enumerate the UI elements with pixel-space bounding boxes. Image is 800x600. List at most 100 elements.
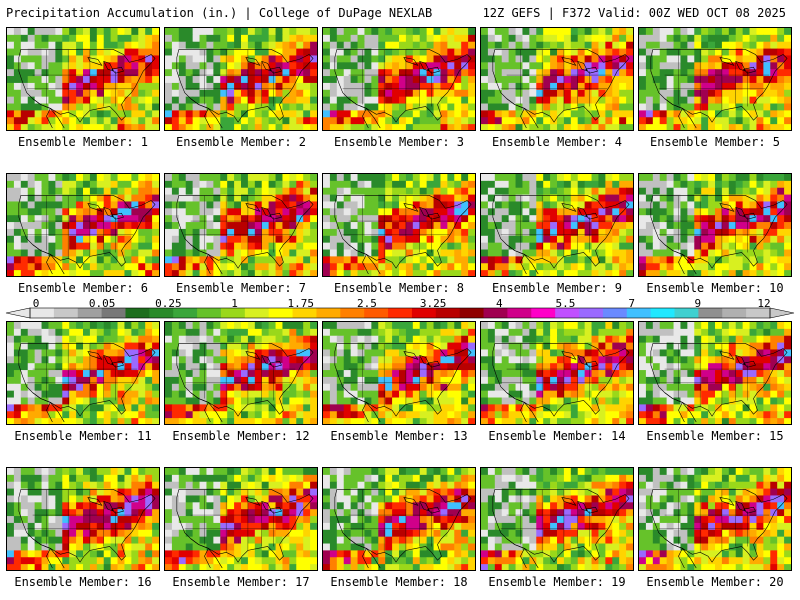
ensemble-member-caption: Ensemble Member: 8 <box>333 281 465 295</box>
colorbar-swatch <box>746 308 771 318</box>
colorbar-swatch <box>650 308 676 318</box>
ensemble-member-map <box>164 173 318 277</box>
precipitation-map <box>481 468 633 570</box>
precipitation-map <box>639 28 791 130</box>
colorbar-swatch <box>411 308 437 318</box>
ensemble-member-caption: Ensemble Member: 18 <box>330 575 468 589</box>
colorbar-swatch <box>483 308 508 318</box>
colorbar-swatch <box>364 308 389 318</box>
colorbar-tick-label: 4 <box>495 297 503 310</box>
colorbar-swatch <box>507 308 532 318</box>
colorbar-swatch <box>602 308 628 318</box>
ensemble-member-map <box>638 27 792 131</box>
ensemble-member-caption: Ensemble Member: 11 <box>14 429 152 443</box>
ensemble-member-caption: Ensemble Member: 7 <box>175 281 307 295</box>
precipitation-map <box>481 28 633 130</box>
ensemble-member-map <box>322 467 476 571</box>
map-title: Precipitation Accumulation (in.) | Colle… <box>6 6 433 20</box>
ensemble-member-map <box>6 321 160 425</box>
ensemble-member-caption: Ensemble Member: 10 <box>646 281 784 295</box>
ensemble-member-caption: Ensemble Member: 3 <box>333 135 465 149</box>
ensemble-member-caption: Ensemble Member: 16 <box>14 575 152 589</box>
precipitation-map <box>165 28 317 130</box>
ensemble-member-caption: Ensemble Member: 6 <box>17 281 149 295</box>
ensemble-member-map <box>638 173 792 277</box>
ensemble-member-map <box>638 321 792 425</box>
colorbar-swatch <box>579 308 604 318</box>
ensemble-member-caption: Ensemble Member: 20 <box>646 575 784 589</box>
colorbar-tick-label: 12 <box>757 297 771 310</box>
colorbar-swatch <box>722 308 747 318</box>
colorbar-tick-label: 0.25 <box>155 297 182 310</box>
ensemble-member-map <box>480 321 634 425</box>
colorbar-swatch <box>531 308 556 318</box>
colorbar-tick-label: 0 <box>32 297 40 310</box>
colorbar-swatch <box>173 308 198 318</box>
ensemble-member-caption: Ensemble Member: 12 <box>172 429 310 443</box>
colorbar-swatch <box>220 308 246 318</box>
ensemble-member-caption: Ensemble Member: 4 <box>491 135 623 149</box>
colorbar-arrow <box>769 307 795 319</box>
colorbar-swatch <box>626 308 652 318</box>
ensemble-member-map <box>638 467 792 571</box>
colorbar-tick-label: 5.5 <box>555 297 576 310</box>
ensemble-member-map <box>164 27 318 131</box>
colorbar-swatch <box>149 308 174 318</box>
ensemble-member-map <box>6 27 160 131</box>
ensemble-member-caption: Ensemble Member: 5 <box>649 135 781 149</box>
ensemble-member-caption: Ensemble Member: 13 <box>330 429 468 443</box>
colorbar-arrow <box>5 307 31 319</box>
ensemble-member-caption: Ensemble Member: 2 <box>175 135 307 149</box>
colorbar-tick-label: 9 <box>694 297 702 310</box>
colorbar-swatch <box>459 308 485 318</box>
precipitation-map <box>639 174 791 276</box>
precipitation-map <box>639 322 791 424</box>
precipitation-map <box>639 468 791 570</box>
ensemble-member-caption: Ensemble Member: 19 <box>488 575 626 589</box>
colorbar-swatch <box>53 308 79 318</box>
ensemble-member-map <box>480 467 634 571</box>
colorbar-swatch <box>268 308 294 318</box>
ensemble-member-map <box>322 173 476 277</box>
colorbar-tick-label: 1.75 <box>287 297 314 310</box>
precipitation-map <box>323 322 475 424</box>
colorbar-tick-label: 2.5 <box>356 297 377 310</box>
colorbar-tick-label: 3.25 <box>419 297 447 310</box>
ensemble-member-caption: Ensemble Member: 14 <box>488 429 626 443</box>
ensemble-member-map <box>322 27 476 131</box>
colorbar-swatch <box>674 308 699 318</box>
precipitation-map <box>165 174 317 276</box>
precipitation-map <box>7 28 159 130</box>
colorbar-swatch <box>316 308 341 318</box>
ensemble-member-map <box>6 467 160 571</box>
colorbar-swatch <box>125 308 150 318</box>
colorbar-swatch <box>388 308 413 318</box>
ensemble-member-caption: Ensemble Member: 9 <box>491 281 623 295</box>
colorbar-swatch <box>244 308 270 318</box>
colorbar-swatch <box>197 308 222 318</box>
colorbar-swatch <box>340 308 365 318</box>
precipitation-map <box>323 28 475 130</box>
precipitation-map <box>481 322 633 424</box>
ensemble-member-caption: Ensemble Member: 1 <box>17 135 149 149</box>
colorbar-swatch <box>292 308 317 318</box>
colorbar-swatch <box>30 308 55 318</box>
ensemble-member-map <box>480 27 634 131</box>
model-run-info: 12Z GEFS | F372 Valid: 00Z WED OCT 08 20… <box>482 6 786 20</box>
colorbar-swatch <box>77 308 103 318</box>
colorbar-swatch <box>698 308 723 318</box>
ensemble-member-caption: Ensemble Member: 15 <box>646 429 784 443</box>
colorbar-tick-label: 1 <box>231 297 238 310</box>
precipitation-map <box>7 468 159 570</box>
colorbar-swatch <box>555 308 580 318</box>
ensemble-member-map <box>164 467 318 571</box>
precipitation-map <box>7 174 159 276</box>
precipitation-map <box>481 174 633 276</box>
precipitation-map <box>165 468 317 570</box>
precipitation-map <box>323 174 475 276</box>
colorbar-swatch <box>435 308 461 318</box>
ensemble-member-map <box>164 321 318 425</box>
colorbar-swatch <box>101 308 126 318</box>
precipitation-colorbar <box>5 307 795 319</box>
precipitation-map <box>165 322 317 424</box>
